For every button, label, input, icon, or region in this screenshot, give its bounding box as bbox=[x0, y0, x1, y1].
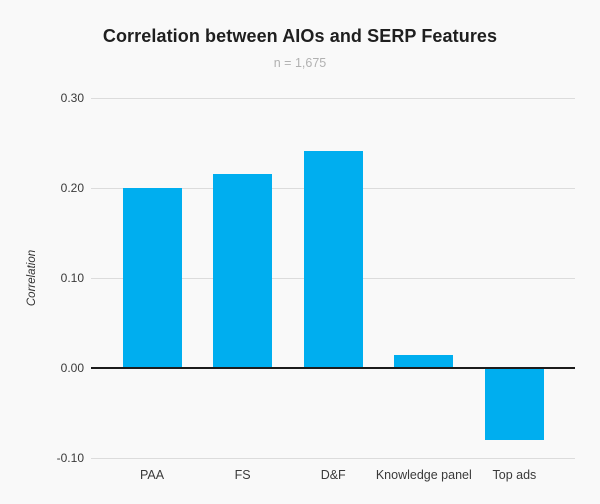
y-tick-label: -0.10 bbox=[56, 451, 84, 465]
gridline bbox=[91, 458, 575, 459]
y-tick-label: 0.00 bbox=[60, 361, 84, 375]
x-category-label: FS bbox=[234, 468, 251, 482]
x-category-label: Knowledge panel bbox=[375, 468, 472, 482]
bar-knowledge-panel bbox=[394, 355, 454, 368]
bar-top-ads bbox=[484, 368, 544, 440]
bar-fs bbox=[213, 173, 273, 368]
x-category-label: Top ads bbox=[492, 468, 537, 482]
y-tick-label: 0.10 bbox=[60, 271, 84, 285]
plot-area: PAA FS D&F Knowledge panel Top ads bbox=[91, 98, 575, 482]
gridline bbox=[91, 98, 575, 99]
chart-subtitle: n = 1,675 bbox=[273, 56, 327, 70]
x-category-label: D&F bbox=[320, 468, 346, 482]
zero-axis-line bbox=[91, 367, 575, 369]
x-category-label: PAA bbox=[139, 468, 165, 482]
y-tick-label: 0.30 bbox=[60, 91, 84, 105]
y-tick-label: 0.20 bbox=[60, 181, 84, 195]
chart-title: Correlation between AIOs and SERP Featur… bbox=[102, 26, 498, 46]
bar-d-f bbox=[303, 151, 363, 368]
bar-paa bbox=[122, 188, 182, 368]
